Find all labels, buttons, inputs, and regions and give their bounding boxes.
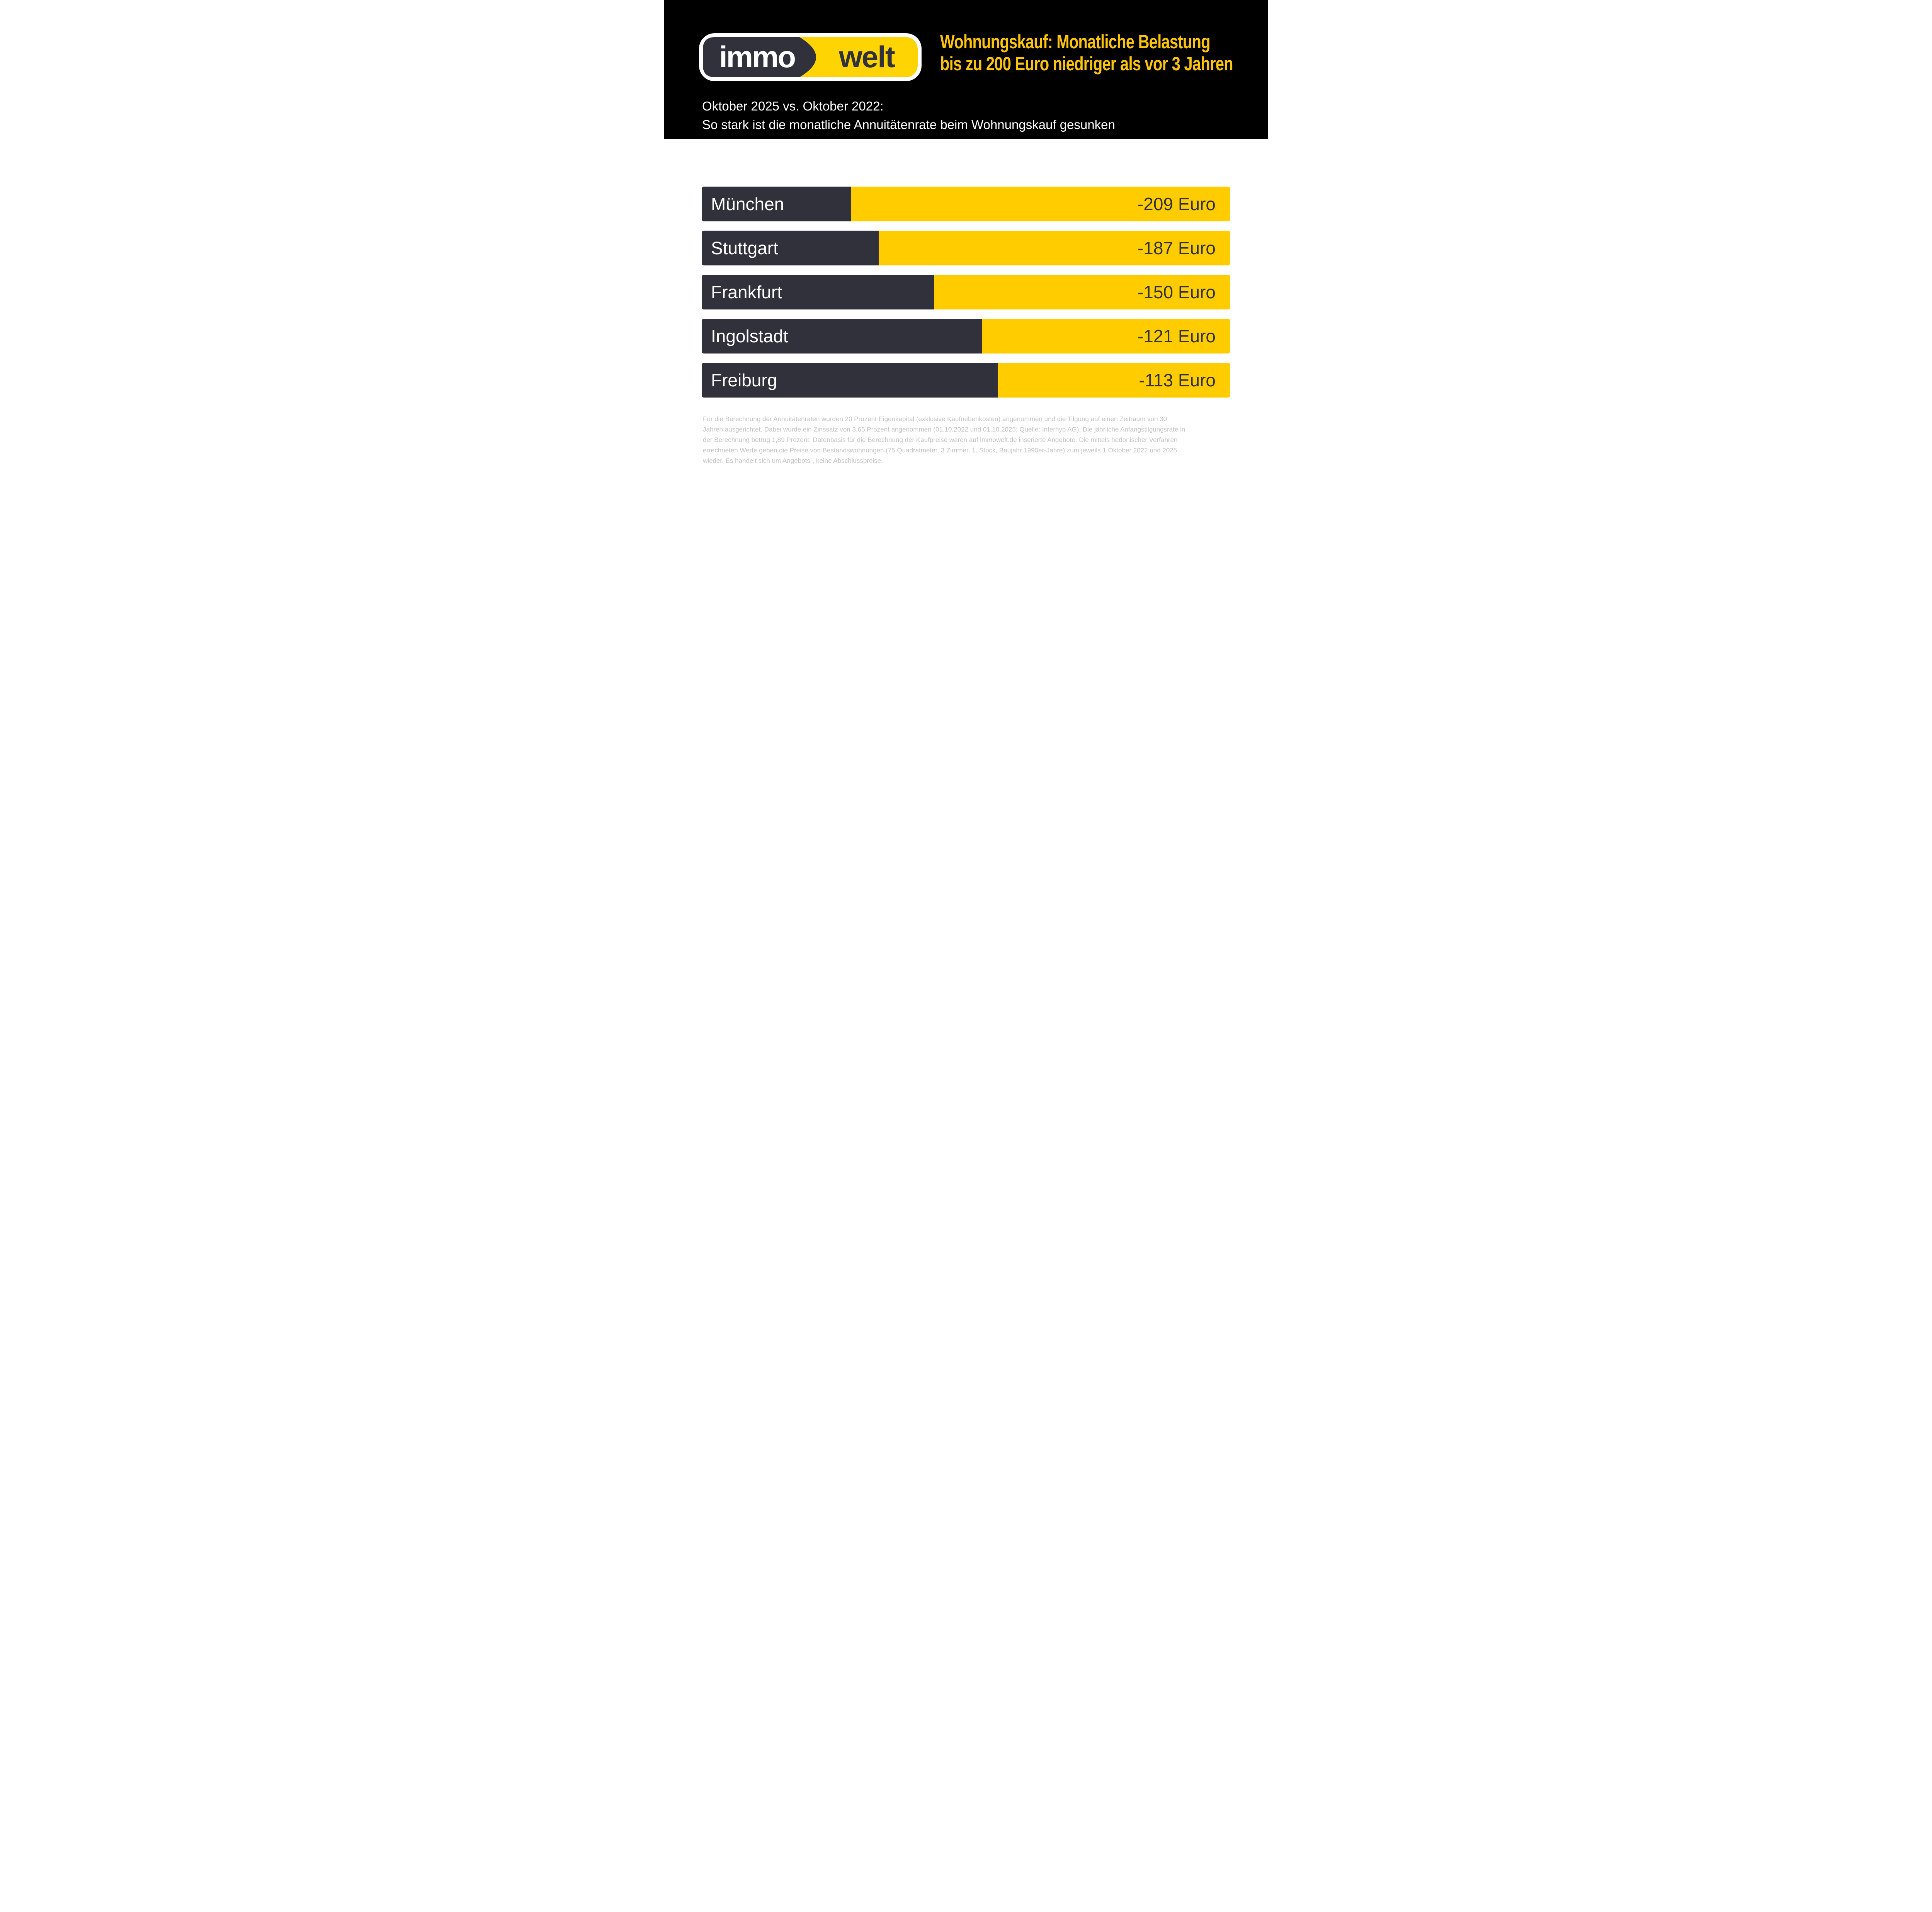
- footnote-line: wieder. Es handelt sich um Angebots-, ke…: [703, 457, 883, 464]
- bar-row: München -209 Euro: [702, 187, 1230, 221]
- bar-value-segment: -150 Euro: [934, 275, 1230, 309]
- bar-value-segment: -187 Euro: [879, 231, 1230, 265]
- footnote-line: Für die Berechnung der Annuitätenraten w…: [703, 415, 1167, 423]
- bar-value-label: -121 Euro: [1137, 326, 1216, 346]
- main-title-line1: Wohnungskauf: Monatliche Belastung: [940, 31, 1211, 53]
- immowelt-logo: immo welt: [699, 33, 922, 81]
- bar-row: Freiburg -113 Euro: [702, 363, 1230, 398]
- bar-row: Stuttgart -187 Euro: [702, 231, 1230, 265]
- main-title: Wohnungskauf: Monatliche Belastung bis z…: [940, 31, 1233, 75]
- bar-city-segment: Freiburg: [702, 363, 998, 398]
- bar-city-label: Freiburg: [711, 370, 777, 390]
- bar-city-segment: Frankfurt: [702, 275, 934, 309]
- footnote-line: der Berechnung betrug 1,89 Prozent. Date…: [703, 436, 1178, 444]
- footnote-line: Jahren ausgerichtet. Dabei wurde ein Zin…: [703, 426, 1185, 433]
- bar-city-label: München: [711, 194, 784, 214]
- bar-value-label: -187 Euro: [1137, 238, 1216, 258]
- infographic-page: immo welt Wohnungskauf: Monatliche Belas…: [664, 0, 1268, 478]
- bar-city-label: Frankfurt: [711, 282, 782, 302]
- bar-city-label: Ingolstadt: [711, 326, 788, 346]
- subtitle: Oktober 2025 vs. Oktober 2022: So stark …: [702, 97, 1115, 134]
- bar-city-segment: Ingolstadt: [702, 319, 983, 354]
- bar-value-label: -113 Euro: [1139, 370, 1216, 390]
- footnote: Für die Berechnung der Annuitätenraten w…: [703, 414, 1223, 466]
- bar-city-label: Stuttgart: [711, 238, 778, 258]
- bar-row: Ingolstadt -121 Euro: [702, 319, 1230, 354]
- subtitle-line1: Oktober 2025 vs. Oktober 2022:: [702, 99, 884, 113]
- logo-immo-segment: [703, 37, 816, 77]
- bar-city-segment: München: [702, 187, 851, 221]
- bar-value-label: -150 Euro: [1137, 282, 1216, 302]
- subtitle-line2: So stark ist die monatliche Annuitätenra…: [702, 117, 1115, 132]
- bar-value-segment: -121 Euro: [982, 319, 1230, 354]
- footnote-line: errechneten Werte geben die Preise von B…: [703, 447, 1177, 454]
- logo-welt-text: welt: [838, 40, 895, 74]
- bar-row: Frankfurt -150 Euro: [702, 275, 1230, 309]
- bar-value-segment: -209 Euro: [850, 187, 1230, 221]
- bar-city-segment: Stuttgart: [702, 231, 879, 265]
- main-title-line2: bis zu 200 Euro niedriger als vor 3 Jahr…: [940, 53, 1233, 75]
- bar-value-segment: -113 Euro: [998, 363, 1230, 398]
- bar-value-label: -209 Euro: [1137, 194, 1216, 214]
- bar-chart: München -209 Euro Stuttgart -187 Euro Frankf…: [702, 187, 1230, 407]
- header: immo welt Wohnungskauf: Monatliche Belas…: [664, 0, 1268, 139]
- logo-immo-text: immo: [719, 40, 795, 74]
